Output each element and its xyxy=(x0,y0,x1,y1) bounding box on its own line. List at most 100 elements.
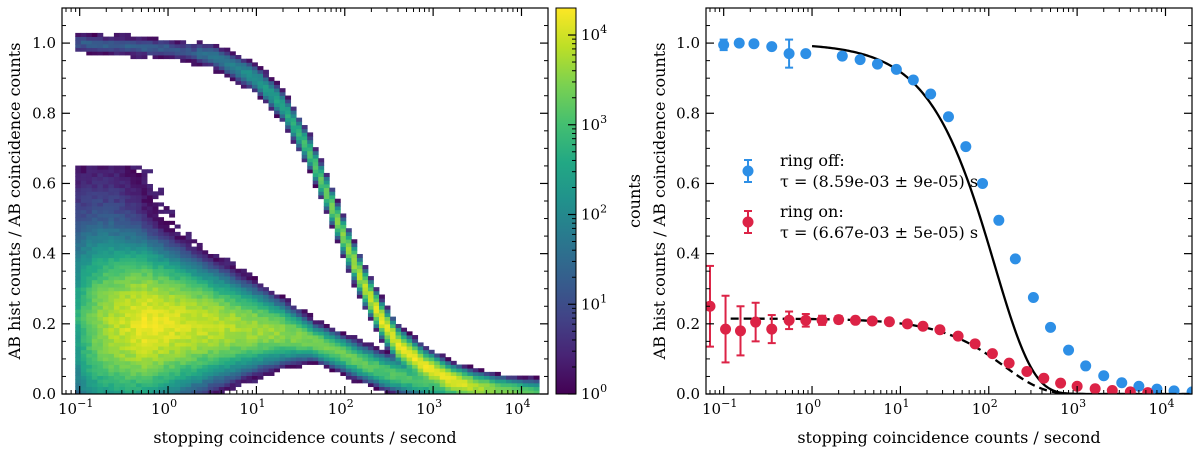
heatmap-cell xyxy=(102,320,109,325)
heatmap-cell xyxy=(224,276,231,281)
heatmap-cell xyxy=(169,349,176,354)
heatmap-cell xyxy=(218,371,225,376)
heatmap-cell xyxy=(180,276,187,281)
heatmap-cell xyxy=(185,323,192,329)
heatmap-cell xyxy=(130,382,137,388)
heatmap-cell xyxy=(235,338,242,343)
heatmap-cell xyxy=(75,390,82,394)
heatmap-cell xyxy=(80,390,87,394)
heatmap-cell xyxy=(75,198,82,203)
heatmap-cell xyxy=(80,386,87,391)
heatmap-cell xyxy=(412,338,419,343)
heatmap-cell xyxy=(130,40,137,45)
heatmap-cell xyxy=(379,309,385,314)
heatmap-cell xyxy=(80,301,87,306)
heatmap-cell xyxy=(180,301,187,306)
heatmap-cell xyxy=(202,55,209,60)
heatmap-cell xyxy=(147,342,153,347)
heatmap-cell xyxy=(472,379,479,384)
heatmap-cell xyxy=(86,51,93,56)
heatmap-cell xyxy=(75,250,82,255)
heatmap-cell xyxy=(158,309,165,314)
heatmap-cell xyxy=(152,364,159,369)
heatmap-cell xyxy=(296,132,303,137)
heatmap-cell xyxy=(274,110,280,115)
heatmap-cell xyxy=(185,305,192,310)
heatmap-cell xyxy=(102,379,109,384)
heatmap-cell xyxy=(229,58,236,63)
heatmap-cell xyxy=(218,69,225,74)
heatmap-cell xyxy=(136,191,142,196)
heatmap-cell xyxy=(108,183,115,189)
heatmap-cell xyxy=(401,360,408,365)
heatmap-cell xyxy=(119,220,126,225)
heatmap-cell xyxy=(351,371,358,376)
heatmap-cell xyxy=(75,357,82,362)
heatmap-cell xyxy=(86,290,93,295)
heatmap-cell xyxy=(401,386,408,391)
heatmap-cell xyxy=(130,272,137,277)
heatmap-cell xyxy=(169,327,176,332)
heatmap-cell xyxy=(213,66,220,71)
heatmap-cell xyxy=(174,231,181,236)
heatmap-cell xyxy=(141,169,148,174)
legend-formula-ring-on: τ = (6.67e-03 ± 5e-05) s xyxy=(780,223,978,242)
heatmap-cell xyxy=(345,371,352,376)
heatmap-cell xyxy=(141,217,148,222)
heatmap-cell xyxy=(202,268,209,273)
heatmap-cell xyxy=(506,379,512,384)
heatmap-cell xyxy=(434,353,441,358)
heatmap-cell xyxy=(401,357,408,362)
heatmap-cell xyxy=(75,40,82,45)
data-point-ring-off xyxy=(907,74,919,86)
heatmap-cell xyxy=(158,279,165,284)
heatmap-cell xyxy=(113,213,120,218)
heatmap-cell xyxy=(130,371,137,376)
heatmap-cell xyxy=(506,382,512,388)
heatmap-cell xyxy=(141,183,148,189)
heatmap-cell xyxy=(102,220,109,225)
heatmap-cell xyxy=(395,368,402,373)
heatmap-cell xyxy=(119,235,126,240)
heatmap-cell xyxy=(268,357,275,362)
heatmap-cell xyxy=(268,298,275,303)
heatmap-cell xyxy=(97,368,104,373)
heatmap-cell xyxy=(301,320,308,325)
heatmap-cell xyxy=(86,180,93,185)
heatmap-cell xyxy=(158,379,165,384)
heatmap-cell xyxy=(86,309,93,314)
heatmap-cell xyxy=(296,139,303,144)
heatmap-cell xyxy=(312,338,319,343)
heatmap-cell xyxy=(191,246,198,251)
heatmap-cell xyxy=(246,66,253,71)
heatmap-cell xyxy=(136,353,142,358)
heatmap-cell xyxy=(174,375,181,380)
heatmap-cell xyxy=(141,209,148,214)
heatmap-cell xyxy=(356,294,363,299)
heatmap-cell xyxy=(213,312,220,318)
heatmap-cell xyxy=(257,316,264,321)
heatmap-cell xyxy=(290,349,297,354)
heatmap-cell xyxy=(323,349,330,354)
heatmap-cell xyxy=(86,331,93,336)
heatmap-cell xyxy=(500,375,507,380)
heatmap-cell xyxy=(307,143,314,148)
heatmap-cell xyxy=(522,382,529,388)
heatmap-cell xyxy=(124,371,131,376)
heatmap-cell xyxy=(367,309,374,314)
heatmap-cell xyxy=(395,357,402,362)
heatmap-cell xyxy=(240,323,247,329)
heatmap-cell xyxy=(163,265,170,270)
heatmap-cell xyxy=(86,272,93,277)
heatmap-cell xyxy=(141,224,148,229)
heatmap-cell xyxy=(450,379,457,384)
heatmap-cell xyxy=(180,250,187,255)
heatmap-cell xyxy=(86,287,93,292)
heatmap-cell xyxy=(158,209,165,214)
heatmap-cell xyxy=(108,276,115,281)
heatmap-cell xyxy=(351,357,358,362)
heatmap-cell xyxy=(263,316,269,321)
heatmap-cell xyxy=(406,357,413,362)
heatmap-cell xyxy=(152,382,159,388)
heatmap-cell xyxy=(124,198,131,203)
